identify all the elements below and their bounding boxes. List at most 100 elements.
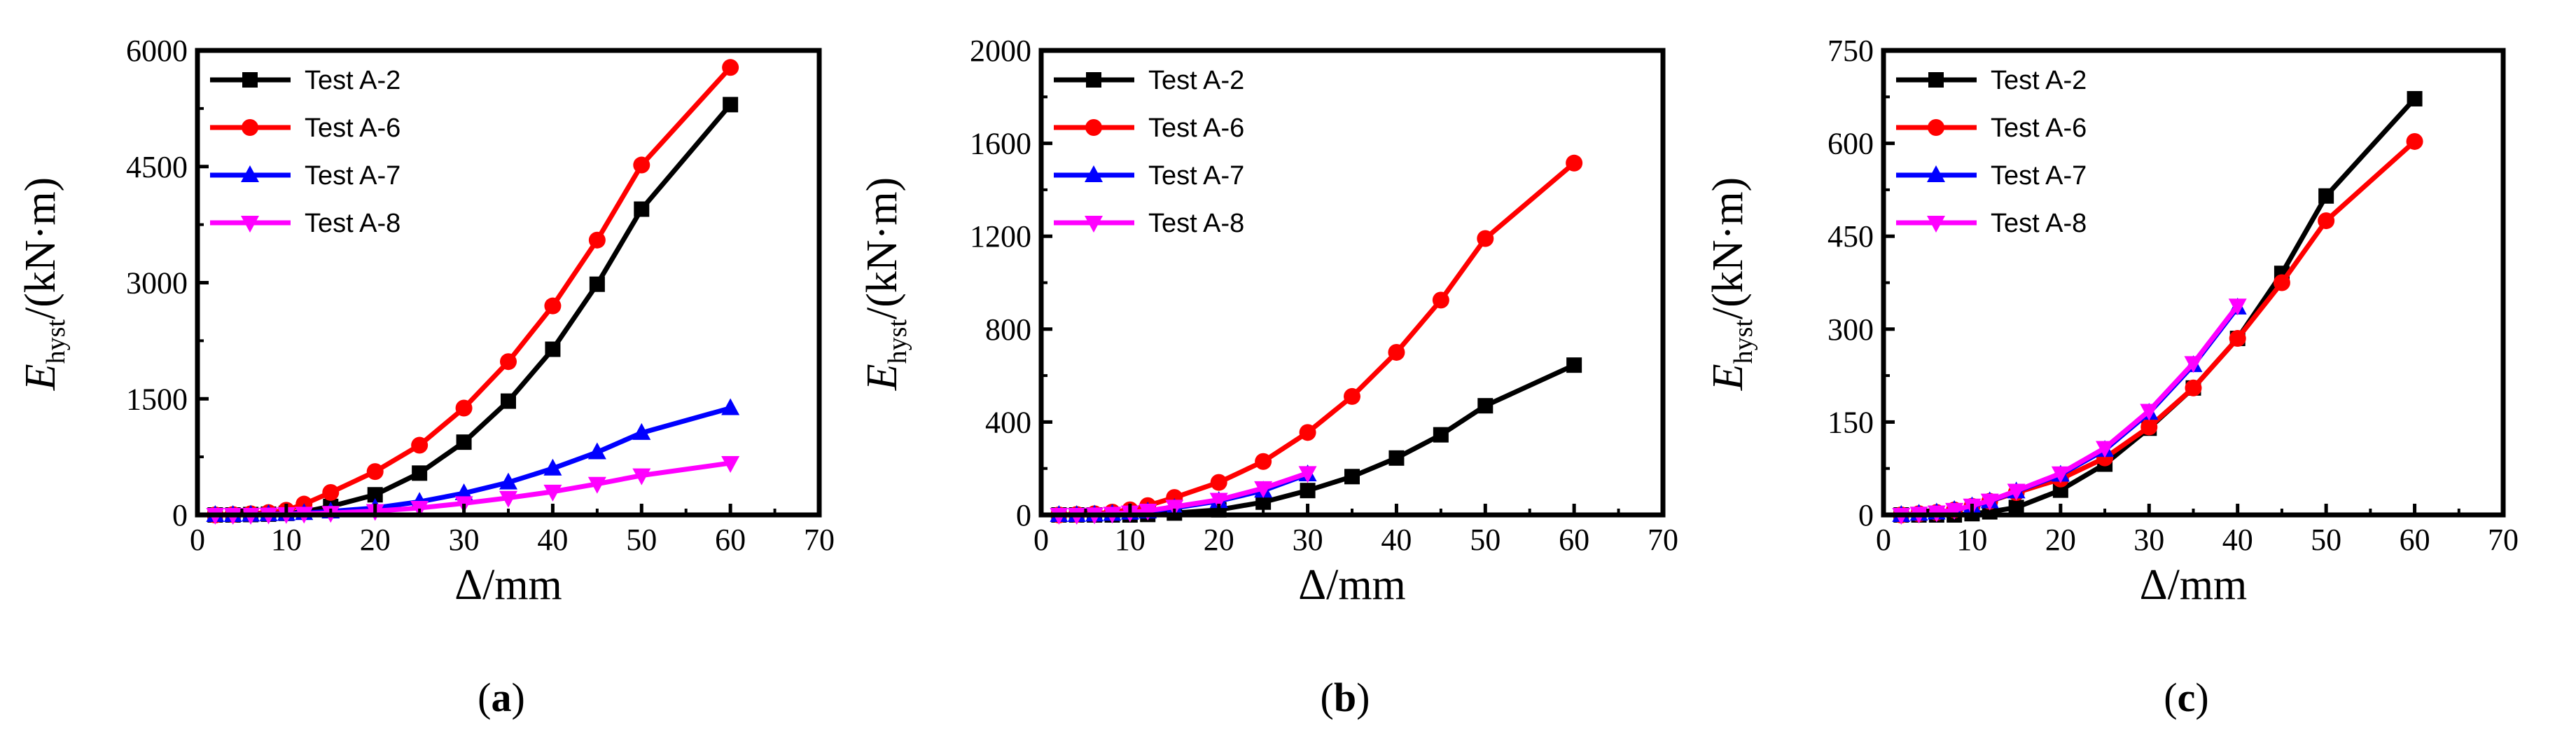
y-axis-label: Ehyst/(kN·m) <box>858 177 912 391</box>
marker-square <box>1300 483 1316 499</box>
marker-triangle-down <box>2140 404 2159 421</box>
marker-triangle-down <box>543 484 562 502</box>
marker-triangle-down <box>1085 216 1103 233</box>
marker-square <box>412 465 428 481</box>
y-tick-label: 0 <box>1858 498 1874 532</box>
legend-label: Test A-8 <box>305 209 401 238</box>
marker-square <box>1344 469 1360 485</box>
marker-circle <box>500 353 517 371</box>
x-tick-label: 10 <box>1956 523 1987 557</box>
marker-square <box>723 97 739 113</box>
marker-square <box>1433 427 1449 443</box>
panel-label: (c) <box>2164 675 2208 720</box>
marker-square <box>501 393 516 409</box>
legend: Test A-2 Test A-6 Test A-7 Test A-8 <box>1054 66 1244 238</box>
x-tick-label: 60 <box>715 523 746 557</box>
marker-square <box>2407 90 2423 106</box>
marker-circle <box>1477 230 1494 247</box>
marker-triangle-down <box>1980 493 1999 511</box>
y-tick-label: 150 <box>1827 405 1874 439</box>
svg-text:Ehyst/(kN·m): Ehyst/(kN·m) <box>17 177 71 391</box>
marker-circle <box>322 483 340 501</box>
legend-label: Test A-7 <box>305 161 401 191</box>
y-axis-label-main: E <box>1704 364 1752 391</box>
marker-triangle-up <box>543 458 562 476</box>
marker-triangle-up <box>587 442 606 460</box>
x-tick-label: 60 <box>1559 523 1589 557</box>
x-tick-label: 70 <box>2488 523 2519 557</box>
x-tick-label: 20 <box>1204 523 1234 557</box>
marker-square <box>1477 398 1494 414</box>
series-line <box>215 103 732 518</box>
series-line <box>215 65 732 518</box>
marker-circle <box>1432 291 1449 309</box>
panel-letter: b <box>1334 675 1356 720</box>
legend-label: Test A-7 <box>1148 161 1244 191</box>
marker-square <box>1928 72 1944 88</box>
marker-circle <box>411 436 429 454</box>
chart-panel-a: Ehyst/(kN·m) 0 10 20 30 40 50 60 70 0 1500 3000 450… <box>17 34 835 720</box>
x-tick-label: 0 <box>190 523 205 557</box>
x-tick-label: 40 <box>1381 523 1412 557</box>
x-tick-label: 50 <box>626 523 657 557</box>
marker-circle <box>2140 418 2158 436</box>
y-axis-label-unit: /(kN·m) <box>858 177 906 319</box>
marker-circle <box>1085 119 1102 136</box>
marker-square <box>545 341 561 357</box>
marker-circle <box>2406 132 2423 150</box>
y-tick-label: 1600 <box>970 127 1031 161</box>
marker-square <box>242 72 258 88</box>
marker-circle <box>2229 330 2246 347</box>
marker-circle <box>2185 379 2202 397</box>
series-line <box>1901 139 2416 518</box>
chart-panel-b: Ehyst/(kN·m) 0 10 20 30 40 50 60 70 0 400 800 1200 1… <box>858 34 1678 720</box>
y-tick-label: 0 <box>172 498 188 532</box>
y-axis-label-main: E <box>858 364 906 391</box>
marker-square <box>1086 72 1101 88</box>
marker-triangle-down <box>2228 298 2247 316</box>
legend-label: Test A-8 <box>1148 209 1244 238</box>
legend-label: Test A-6 <box>1148 113 1244 143</box>
y-axis-label: Ehyst/(kN·m) <box>17 177 71 391</box>
marker-circle <box>1299 424 1316 441</box>
y-tick-label: 750 <box>1827 34 1874 68</box>
x-tick-label: 10 <box>271 523 302 557</box>
y-tick-label: 1200 <box>970 219 1031 254</box>
marker-circle <box>544 297 562 315</box>
marker-triangle-up <box>721 398 740 415</box>
marker-square <box>1388 450 1405 466</box>
legend-label: Test A-8 <box>1991 209 2087 238</box>
x-tick-label: 30 <box>449 523 480 557</box>
marker-triangle-down <box>632 468 651 485</box>
legend: Test A-2 Test A-6 Test A-7 Test A-8 <box>210 66 401 238</box>
x-tick-label: 50 <box>2311 523 2341 557</box>
x-axis-label: Δ/mm <box>454 561 562 609</box>
y-tick-label: 0 <box>1016 498 1031 532</box>
marker-circle <box>722 59 739 76</box>
marker-triangle-down <box>1139 504 1157 521</box>
y-tick-label: 300 <box>1827 312 1874 347</box>
x-tick-label: 70 <box>804 523 835 557</box>
svg-text:Ehyst/(kN·m): Ehyst/(kN·m) <box>858 177 912 391</box>
marker-circle <box>1928 119 1944 136</box>
marker-circle <box>455 399 473 417</box>
plot-frame <box>1038 48 1666 518</box>
legend-label: Test A-2 <box>1148 66 1244 95</box>
series-line <box>1059 161 1576 518</box>
y-axis-label: Ehyst/(kN·m) <box>1704 177 1758 391</box>
marker-triangle-down <box>1945 502 1964 520</box>
x-tick-label: 0 <box>1876 523 1891 557</box>
marker-circle <box>1210 474 1227 491</box>
y-axis-label-sub: hyst <box>41 319 71 364</box>
x-tick-label: 50 <box>1470 523 1501 557</box>
x-tick-label: 60 <box>2400 523 2430 557</box>
marker-circle <box>1388 343 1405 361</box>
legend: Test A-2 Test A-6 Test A-7 Test A-8 <box>1896 66 2087 238</box>
y-tick-label: 400 <box>985 405 1031 439</box>
marker-triangle-down <box>1254 481 1273 498</box>
series-line <box>1059 362 1575 518</box>
marker-triangle-down <box>587 476 606 494</box>
marker-square <box>1255 494 1272 510</box>
marker-triangle-down <box>2051 466 2070 483</box>
